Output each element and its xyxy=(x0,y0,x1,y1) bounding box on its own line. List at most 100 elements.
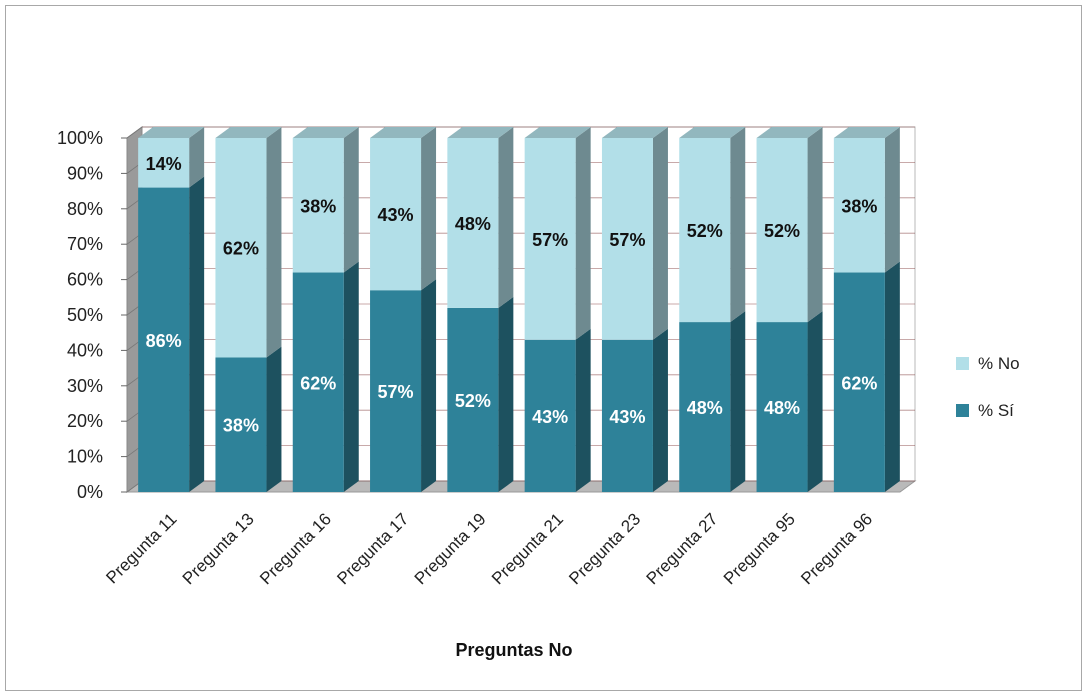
bar-segment xyxy=(370,290,422,492)
data-label-no: 57% xyxy=(532,230,568,250)
y-tick-label: 0% xyxy=(77,482,103,502)
x-category-label: Pregunta 23 xyxy=(565,509,644,588)
bar-top xyxy=(138,127,205,138)
y-tick-label: 60% xyxy=(67,270,103,290)
y-tick-label: 100% xyxy=(57,128,103,148)
data-label-si: 62% xyxy=(300,373,336,393)
bar-top xyxy=(679,127,746,138)
bar-side xyxy=(189,127,205,188)
x-category-label: Pregunta 27 xyxy=(643,509,722,588)
bar-side xyxy=(884,261,900,492)
legend-label: % Sí xyxy=(978,401,1014,420)
bar-side xyxy=(807,127,823,323)
bar-segment xyxy=(370,138,422,291)
y-tick-label: 70% xyxy=(67,234,103,254)
data-label-no: 52% xyxy=(764,221,800,241)
bar-segment xyxy=(292,138,344,273)
data-label-no: 14% xyxy=(146,154,182,174)
bar-segment xyxy=(601,339,653,492)
bar-group xyxy=(138,127,205,492)
bar-group xyxy=(679,127,746,492)
bar-group xyxy=(833,127,900,492)
data-label-no: 52% xyxy=(687,221,723,241)
bar-side xyxy=(652,127,668,340)
x-category-label: Pregunta 16 xyxy=(256,509,335,588)
y-tick-label: 50% xyxy=(67,305,103,325)
bar-group xyxy=(601,127,668,492)
legend-swatch xyxy=(956,357,969,370)
bar-side xyxy=(343,127,359,273)
data-label-no: 38% xyxy=(300,196,336,216)
y-axis: 0% 10% 20% 30% 40% 50% 60% 70% 80% 90% 100% xyxy=(57,128,127,502)
data-label-no: 57% xyxy=(609,230,645,250)
bar-group xyxy=(756,127,823,492)
x-category-label: Pregunta 13 xyxy=(179,509,258,588)
bar-segment xyxy=(756,138,808,323)
bar-top xyxy=(524,127,591,138)
data-label-si: 38% xyxy=(223,416,259,436)
bar-segment xyxy=(679,138,731,323)
x-category-label: Pregunta 96 xyxy=(797,509,876,588)
bar-segment xyxy=(447,307,499,492)
bar-side xyxy=(807,311,823,492)
bar-top xyxy=(447,127,514,138)
bar-segment xyxy=(524,138,576,340)
data-label-si: 57% xyxy=(378,382,414,402)
bar-group xyxy=(447,127,514,492)
x-category-label: Pregunta 21 xyxy=(488,509,567,588)
data-label-si: 48% xyxy=(764,398,800,418)
bar-group xyxy=(524,127,591,492)
bar-side xyxy=(730,127,746,323)
legend-swatch xyxy=(956,404,969,417)
data-label-si: 62% xyxy=(841,373,877,393)
y-tick-label: 20% xyxy=(67,411,103,431)
x-category-label: Pregunta 17 xyxy=(333,509,412,588)
y-tick-label: 80% xyxy=(67,199,103,219)
data-label-no: 48% xyxy=(455,214,491,234)
bar-segment xyxy=(524,339,576,492)
bar-top xyxy=(292,127,359,138)
bar-side xyxy=(189,176,205,492)
y-tick-label: 90% xyxy=(67,163,103,183)
bar-side xyxy=(575,127,591,340)
bar-top xyxy=(370,127,437,138)
bar-segment xyxy=(601,138,653,340)
data-label-si: 43% xyxy=(532,407,568,427)
y-tick-label: 40% xyxy=(67,340,103,360)
bar-group xyxy=(292,127,359,492)
bar-segment xyxy=(138,138,190,188)
bar-side xyxy=(266,346,282,492)
bar-side xyxy=(266,127,282,358)
x-category-label: Pregunta 95 xyxy=(720,509,799,588)
bars xyxy=(138,127,900,492)
legend: % No % Sí xyxy=(956,354,1020,420)
bar-side xyxy=(343,261,359,492)
bar-side xyxy=(421,279,437,492)
x-category-label: Pregunta 19 xyxy=(411,509,490,588)
data-label-si: 48% xyxy=(687,398,723,418)
data-label-si: 86% xyxy=(146,331,182,351)
bar-segment xyxy=(215,357,267,492)
bar-side xyxy=(884,127,900,273)
bar-side xyxy=(730,311,746,492)
bar-side xyxy=(421,127,437,291)
bar-segment xyxy=(833,272,885,492)
x-axis-title: Preguntas No xyxy=(455,640,572,660)
x-category-label: Pregunta 11 xyxy=(102,509,180,587)
bar-segment xyxy=(756,322,808,492)
data-label-no: 38% xyxy=(841,196,877,216)
data-label-no: 62% xyxy=(223,239,259,259)
data-label-si: 52% xyxy=(455,391,491,411)
y-tick-label: 30% xyxy=(67,376,103,396)
bar-group xyxy=(215,127,282,492)
bar-group xyxy=(370,127,437,492)
bar-side xyxy=(498,127,514,308)
bar-side xyxy=(498,296,514,492)
data-label-no: 43% xyxy=(378,205,414,225)
y-tick-label: 10% xyxy=(67,447,103,467)
bar-top xyxy=(756,127,823,138)
bar-side xyxy=(652,328,668,492)
bar-segment xyxy=(679,322,731,492)
